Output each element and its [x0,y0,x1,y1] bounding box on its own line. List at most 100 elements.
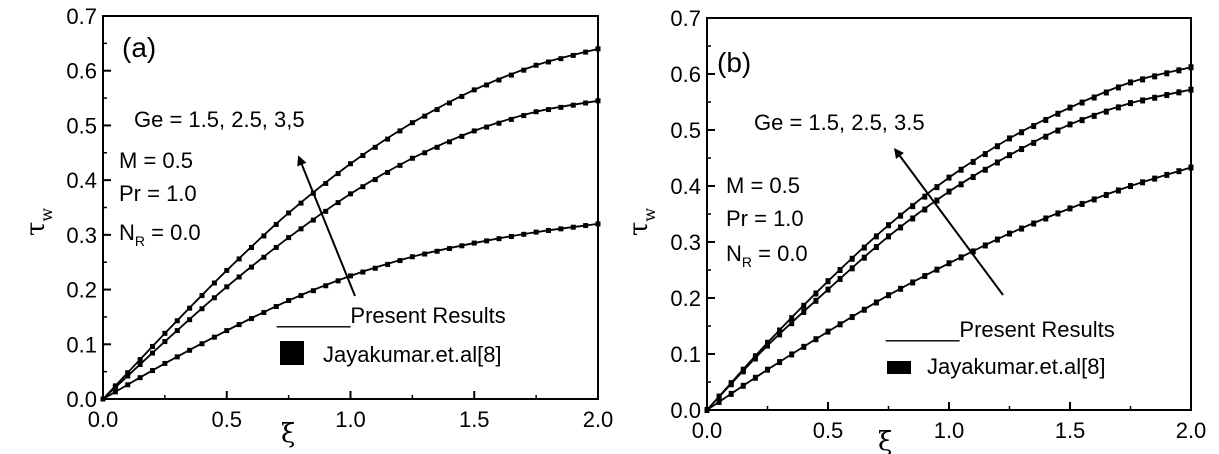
nr-annotation-b: NR = 0.0 [726,241,808,270]
series-marker-3 [521,231,527,237]
series-marker-1 [570,52,576,58]
series-marker-1 [348,161,353,167]
series-marker-1 [1019,129,1025,136]
series-marker-2 [459,133,465,139]
nr-annotation-a: NR = 0.0 [119,220,201,249]
chart-panel-a: 0.0 0.1 0.2 0.3 0.4 0.5 0.6 0.7 0.0 0.5 1.0 1.5 2.0… [21,4,613,449]
series-marker-2 [112,385,118,391]
series-marker-2 [946,188,952,195]
series-marker-2 [994,159,1000,166]
series-marker-1 [558,56,564,62]
series-marker-3 [789,351,795,358]
series-marker-1 [521,67,527,73]
series-marker-3 [1019,225,1025,232]
series-marker-1 [261,233,267,239]
panel-label-a: (a) [122,32,156,63]
legend-marker-a [280,341,304,365]
series-marker-2 [286,235,292,241]
series-marker-2 [533,109,539,115]
x-tick-label: 0.0 [88,407,119,432]
chart-panel-b: 0.0 0.1 0.2 0.3 0.4 0.5 0.6 0.7 0.0 0.5 1.0 1.5 2.0… [624,6,1206,454]
series-marker-3 [765,366,770,373]
series-marker-3 [1115,187,1121,194]
series-marker-2 [174,328,180,334]
series-marker-1 [422,113,428,119]
series-marker-3 [886,292,891,299]
m-annotation-a: M = 0.5 [119,148,193,173]
series-marker-1 [801,302,807,309]
y-tick-label: 0.1 [66,332,97,357]
x-tick-label: 1.0 [335,407,366,432]
series-marker-3 [595,221,601,227]
series-marker-1 [174,318,180,324]
series-marker-2 [558,104,564,110]
series-marker-2 [150,350,155,356]
series-marker-2 [360,184,366,190]
y-tick-label: 0.3 [66,223,97,248]
series-marker-2 [1091,112,1097,119]
series-marker-1 [533,62,539,68]
series-marker-2 [595,98,601,104]
series-marker-2 [434,144,440,150]
series-marker-1 [970,158,976,165]
series-marker-3 [298,293,304,299]
series-marker-2 [372,177,378,183]
series-marker-2 [898,224,904,231]
series-marker-1 [187,305,193,311]
series-marker-2 [409,155,415,161]
series-marker-2 [970,174,976,181]
series-marker-1 [922,193,928,200]
series-marker-3 [1007,230,1012,237]
series-marker-2 [728,381,734,388]
series-marker-3 [837,321,843,328]
series-marker-2 [740,368,746,375]
series-marker-3 [397,258,403,264]
series-marker-3 [348,273,353,279]
series-marker-3 [728,390,734,397]
series-marker-2 [261,254,267,260]
series-marker-3 [236,322,242,328]
legend-line-label-a: ______Present Results [276,303,506,328]
series-marker-3 [752,374,758,381]
series-marker-2 [765,342,770,349]
series-marker-2 [546,107,551,113]
legend-marker-label-a: Jayakumar.et.al[8] [323,342,502,367]
series-marker-2 [1019,146,1025,153]
ge-arrow-b [894,147,1004,296]
series-marker-2 [958,181,964,188]
y-tick-label: 0.1 [670,342,701,367]
nr-value-a: = 0.0 [145,220,201,245]
ge-annotation-a: Ge = 1.5, 2.5, 3,5 [134,107,305,132]
y-tick-label: 0.7 [670,6,701,31]
series-marker-3 [137,375,143,381]
series-marker-3 [583,223,589,229]
series-marker-1 [447,100,452,106]
y-tick-label: 0.4 [670,174,701,199]
series-marker-3 [958,254,964,261]
series-marker-1 [1164,70,1170,77]
series-marker-2 [1128,100,1133,107]
nr-main-b: N [726,241,742,266]
series-marker-2 [1140,97,1146,104]
series-marker-3 [447,246,452,252]
series-marker-3 [533,229,539,235]
x-tick-label: 2.0 [1176,418,1207,443]
y-tick-label: 0.0 [66,387,97,412]
series-marker-1 [910,203,916,210]
y-axis-sub-a: w [37,208,56,222]
series-marker-3 [508,233,514,239]
series-marker-3 [187,347,193,353]
series-marker-1 [1103,89,1109,96]
series-marker-1 [125,370,131,376]
series-marker-3 [484,238,490,244]
series-marker-1 [994,143,1000,150]
series-marker-2 [249,264,254,270]
series-marker-2 [335,200,341,206]
ge-arrow-a [297,155,356,297]
series-marker-1 [1007,135,1012,142]
series-marker-2 [1152,94,1158,101]
series-marker-1 [898,212,904,219]
series-marker-3 [1176,168,1182,175]
y-ticks-a: 0.0 0.1 0.2 0.3 0.4 0.5 0.6 0.7 [66,4,111,412]
